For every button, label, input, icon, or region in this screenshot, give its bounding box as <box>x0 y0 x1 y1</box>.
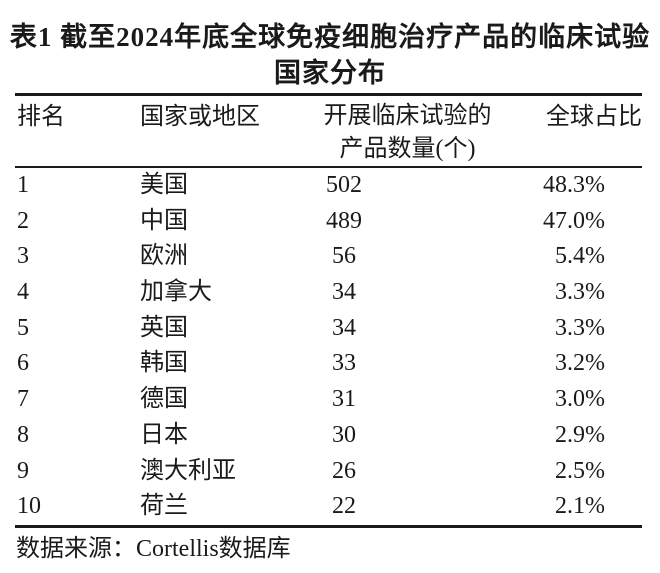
cell-rank: 8 <box>17 421 29 448</box>
table-row: 5 英国 34 3.3% <box>15 311 642 347</box>
cell-country: 荷兰 <box>140 493 188 520</box>
cell-global-share: 3.0% <box>555 386 605 413</box>
cell-country: 日本 <box>140 421 188 448</box>
table-header-row: 排名 国家或地区 开展临床试验的 产品数量(个) 全球占比 <box>15 96 642 166</box>
cell-rank: 5 <box>17 314 29 341</box>
cell-products-count: 30 <box>332 421 356 448</box>
table-row: 1 美国 502 48.3% <box>15 168 642 204</box>
cell-country: 韩国 <box>140 350 188 377</box>
cell-global-share: 2.9% <box>555 421 605 448</box>
cell-global-share: 47.0% <box>543 207 605 234</box>
cell-global-share: 5.4% <box>555 243 605 270</box>
cell-country: 英国 <box>140 314 188 341</box>
cell-products-count: 489 <box>326 207 362 234</box>
table-row: 7 德国 31 3.0% <box>15 382 642 418</box>
table-body: 1 美国 502 48.3% 2 中国 489 47.0% 3 欧洲 56 5.… <box>15 168 642 525</box>
column-header-products-line-2: 产品数量(个) <box>339 136 476 162</box>
table-row: 2 中国 489 47.0% <box>15 204 642 240</box>
cell-products-count: 34 <box>332 279 356 306</box>
cell-global-share: 2.1% <box>555 493 605 520</box>
cell-global-share: 3.2% <box>555 350 605 377</box>
cell-global-share: 2.5% <box>555 457 605 484</box>
cell-products-count: 31 <box>332 386 356 413</box>
cell-global-share: 3.3% <box>555 314 605 341</box>
table-rule-middle <box>15 166 642 168</box>
table-row: 8 日本 30 2.9% <box>15 418 642 454</box>
column-header-rank: 排名 <box>17 104 65 130</box>
cell-country: 欧洲 <box>140 243 188 270</box>
cell-rank: 1 <box>17 172 29 198</box>
column-header-share: 全球占比 <box>546 104 642 130</box>
cell-rank: 9 <box>17 457 29 484</box>
data-source-note: 数据来源：Cortellis数据库 <box>16 535 291 562</box>
cell-products-count: 34 <box>332 314 356 341</box>
cell-country: 加拿大 <box>140 279 212 306</box>
cell-products-count: 56 <box>332 243 356 270</box>
table-rule-top <box>15 93 642 96</box>
table-row: 6 韩国 33 3.2% <box>15 346 642 382</box>
cell-rank: 6 <box>17 350 29 377</box>
cell-global-share: 48.3% <box>543 172 605 198</box>
table-row: 3 欧洲 56 5.4% <box>15 239 642 275</box>
cell-global-share: 3.3% <box>555 279 605 306</box>
table-row: 4 加拿大 34 3.3% <box>15 275 642 311</box>
table-row: 10 荷兰 22 2.1% <box>15 489 642 525</box>
table-rule-bottom <box>15 524 642 528</box>
cell-country: 澳大利亚 <box>140 457 236 484</box>
column-header-products: 开展临床试验的 产品数量(个) <box>290 96 525 166</box>
cell-country: 美国 <box>140 172 188 198</box>
cell-country: 中国 <box>140 207 188 234</box>
cell-rank: 4 <box>17 279 29 306</box>
cell-products-count: 502 <box>326 172 362 198</box>
cell-rank: 7 <box>17 386 29 413</box>
cell-products-count: 26 <box>332 457 356 484</box>
cell-products-count: 22 <box>332 493 356 520</box>
table-title-line-2: 国家分布 <box>274 58 386 88</box>
table-title-line-1: 表1 截至2024年底全球免疫细胞治疗产品的临床试验 <box>9 22 651 52</box>
cell-rank: 3 <box>17 243 29 270</box>
cell-products-count: 33 <box>332 350 356 377</box>
column-header-country: 国家或地区 <box>140 104 260 130</box>
table-title: 表1 截至2024年底全球免疫细胞治疗产品的临床试验 国家分布 <box>0 0 660 91</box>
cell-country: 德国 <box>140 386 188 413</box>
cell-rank: 2 <box>17 207 29 234</box>
table-row: 9 澳大利亚 26 2.5% <box>15 454 642 490</box>
column-header-products-line-1: 开展临床试验的 <box>323 103 492 129</box>
cell-rank: 10 <box>17 493 41 520</box>
